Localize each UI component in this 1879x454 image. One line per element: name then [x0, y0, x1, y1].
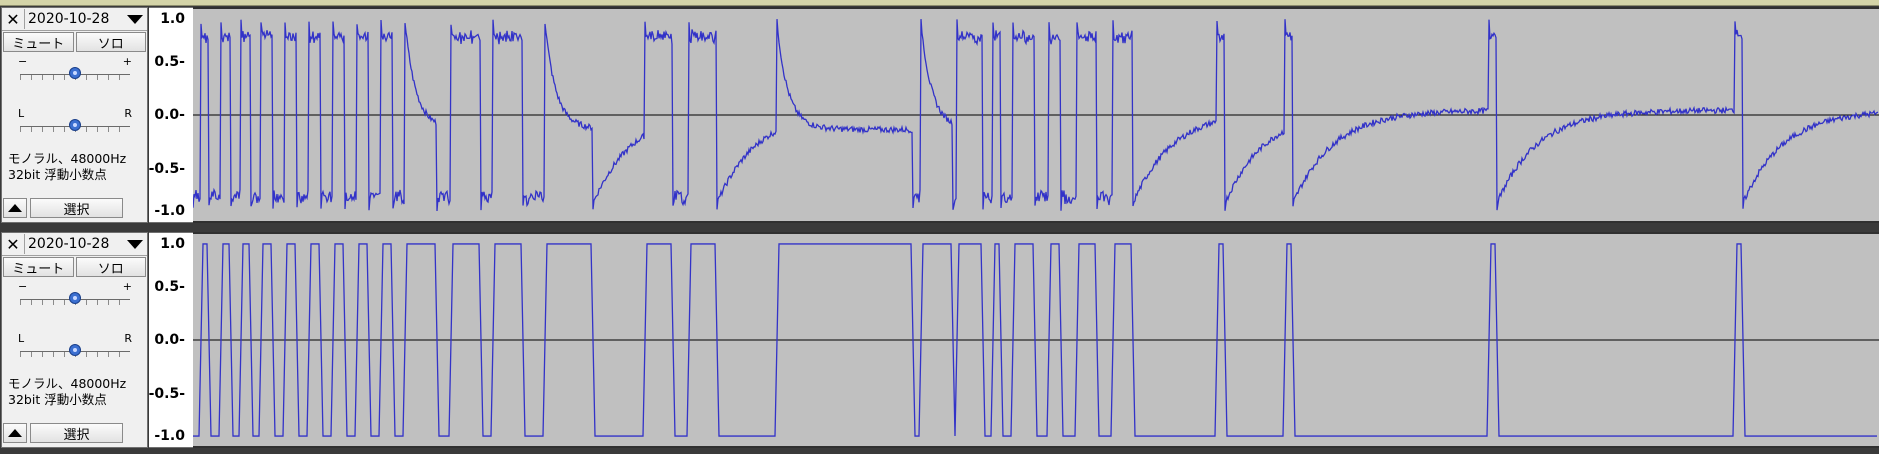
track-title-bar: ✕ 2020-10-28	[2, 8, 147, 31]
audio-wave	[193, 19, 1879, 212]
pan-right-label: R	[124, 107, 132, 120]
waveform	[193, 243, 1879, 437]
scale-label-upper: 0.5-	[154, 279, 185, 295]
collapse-track-button[interactable]	[3, 423, 27, 443]
scale-label-zero: 0.0-	[154, 107, 185, 123]
track-format-bits: 32bit 浮動小数点	[8, 167, 107, 182]
mute-button[interactable]: ミュート	[3, 32, 74, 52]
pan-slider-thumb[interactable]	[69, 119, 81, 131]
triangle-up-icon	[8, 429, 22, 437]
timeline-top-bar	[0, 0, 1879, 6]
track-format-bits: 32bit 浮動小数点	[8, 392, 107, 407]
close-track-button[interactable]: ✕	[2, 234, 25, 254]
gain-minus-label: −	[18, 55, 28, 68]
gain-minus-label: −	[18, 280, 28, 293]
mute-button[interactable]: ミュート	[3, 257, 74, 277]
amplitude-ruler: 1.0 0.5- 0.0- -0.5- -1.0	[149, 7, 193, 223]
gain-slider-thumb[interactable]	[69, 292, 81, 304]
track-title-bar: ✕ 2020-10-28	[2, 233, 147, 256]
audio-track-1: ✕ 2020-10-28 ミュート ソロ − + L R	[0, 7, 1879, 225]
square-wave	[193, 243, 1877, 437]
track-name-menu[interactable]: 2020-10-28	[28, 236, 110, 252]
gain-plus-label: +	[122, 280, 132, 293]
pan-slider-thumb[interactable]	[69, 344, 81, 356]
pan-slider[interactable]: L R	[16, 333, 134, 359]
pan-right-label: R	[124, 332, 132, 345]
pan-left-label: L	[18, 107, 25, 120]
scale-label-top: 1.0	[160, 11, 185, 27]
track-name-menu[interactable]: 2020-10-28	[28, 11, 110, 27]
select-button[interactable]: 選択	[30, 423, 123, 443]
collapse-track-button[interactable]	[3, 198, 27, 218]
close-icon: ✕	[6, 9, 20, 29]
waveform-display[interactable]	[193, 7, 1879, 223]
gain-plus-label: +	[122, 55, 132, 68]
track-control-panel: ✕ 2020-10-28 ミュート ソロ − + L R	[1, 7, 148, 223]
scale-label-lower: -0.5-	[148, 161, 185, 177]
waveform-display[interactable]	[193, 232, 1879, 448]
triangle-up-icon	[8, 204, 22, 212]
solo-button[interactable]: ソロ	[75, 257, 146, 277]
amplitude-ruler: 1.0 0.5- 0.0- -0.5- -1.0	[149, 232, 193, 448]
scale-label-upper: 0.5-	[154, 54, 185, 70]
close-track-button[interactable]: ✕	[2, 9, 25, 29]
pan-left-label: L	[18, 332, 25, 345]
track-format-rate: モノラル、48000Hz	[8, 151, 127, 166]
chevron-down-icon[interactable]	[127, 14, 143, 24]
track-format-rate: モノラル、48000Hz	[8, 376, 127, 391]
pan-slider[interactable]: L R	[16, 108, 134, 134]
scale-label-bottom: -1.0	[154, 203, 185, 219]
scale-label-zero: 0.0-	[154, 332, 185, 348]
chevron-down-icon[interactable]	[127, 239, 143, 249]
scale-label-bottom: -1.0	[154, 428, 185, 444]
select-button[interactable]: 選択	[30, 198, 123, 218]
gain-slider[interactable]: − +	[16, 281, 134, 307]
scale-label-top: 1.0	[160, 236, 185, 252]
waveform	[193, 19, 1879, 212]
gain-slider[interactable]: − +	[16, 56, 134, 82]
solo-button[interactable]: ソロ	[75, 32, 146, 52]
gain-slider-thumb[interactable]	[69, 67, 81, 79]
audio-track-2: ✕ 2020-10-28 ミュート ソロ − + L R	[0, 232, 1879, 450]
close-icon: ✕	[6, 234, 20, 254]
scale-label-lower: -0.5-	[148, 386, 185, 402]
track-control-panel: ✕ 2020-10-28 ミュート ソロ − + L R	[1, 232, 148, 448]
